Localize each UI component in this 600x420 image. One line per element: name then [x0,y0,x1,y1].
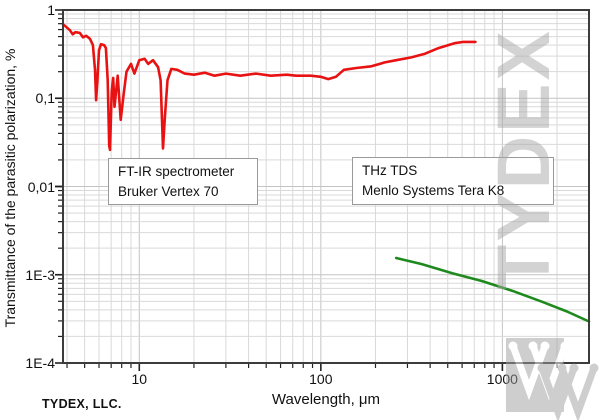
annotation-ftir-line2: Bruker Vertex 70 [118,184,219,199]
annotation-box-thz: THz TDS Menlo Systems Tera K8 [352,157,554,205]
y-tick-label: 0,01 [27,178,55,195]
y-tick-label: 0,1 [35,90,55,107]
annotation-ftir-line1: FT-IR spectrometer [118,164,235,179]
annotation-box-ftir: FT-IR spectrometer Bruker Vertex 70 [108,158,258,205]
y-tick-label: 1 [47,2,55,18]
x-tick-label: 1000 [486,371,518,387]
y-tick-label: 1E-4 [25,355,55,371]
annotation-thz-line1: THz TDS [362,163,418,178]
x-tick-label: 100 [309,371,333,387]
company-footer: TYDEX, LLC. [42,397,122,411]
y-tick-label: 1E-3 [25,266,55,283]
plot-frame [62,9,590,364]
x-tick-label: 10 [131,371,148,387]
series-curve-ftir [61,22,477,152]
series-curve-thz [394,256,591,323]
annotation-thz-line2: Menlo Systems Tera K8 [362,183,505,198]
x-axis-title: Wavelength, μm [271,391,381,408]
